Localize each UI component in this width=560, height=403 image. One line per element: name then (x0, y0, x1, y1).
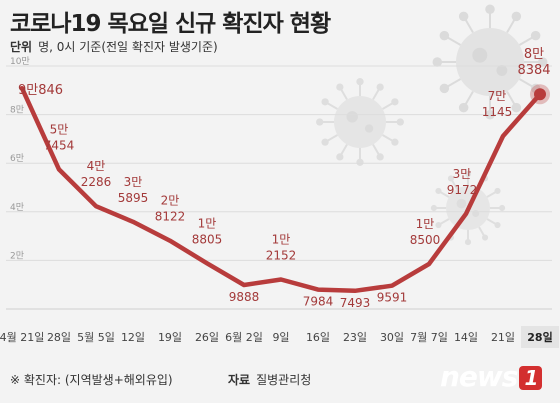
data-label-top: 7만 (488, 89, 507, 103)
y-tick-label: 10만 (10, 56, 30, 67)
data-label-bottom: 9591 (377, 291, 408, 305)
logo-text: news (440, 360, 518, 393)
data-label: 9만846 (18, 83, 63, 98)
data-label-bottom: 8122 (155, 210, 186, 224)
x-tick-label: 12일 (121, 330, 145, 344)
chart-title: 코로나19 목요일 신규 확진자 현황 (10, 11, 331, 37)
data-label-bottom: 8805 (192, 232, 223, 246)
source-label: 자료 (228, 373, 251, 387)
data-label-top: 4만 (87, 159, 106, 173)
source-text: 질병관리청 (256, 373, 312, 387)
data-label-bottom: 1145 (482, 105, 513, 119)
data-label-bottom: 8384 (517, 63, 550, 78)
unit-note: 단위 명, 0시 기준(전일 확진자 발생기준) (10, 38, 218, 55)
x-tick-label: 9일 (272, 330, 289, 344)
marker-dot (534, 88, 546, 101)
data-label-bottom: 2286 (81, 175, 112, 189)
y-tick-labels: 2만 4만 6만 8만 10만 (10, 56, 30, 261)
data-label-top: 3만 (124, 175, 143, 189)
data-labels: 9만846 5만 7454 4만 2286 3만 5895 2만 8122 1만 8805 9888 1… (18, 47, 551, 310)
y-tick-label: 8만 (10, 105, 24, 116)
virus-icon-large (432, 4, 548, 120)
data-label-bottom: 7454 (44, 138, 75, 152)
x-tick-labels: 4월 21일 28일 5월 5일 12일 19일 26일 6월 2일 9일 16일 23일 30일 7… (0, 326, 559, 348)
series-line (19, 85, 543, 294)
data-label-bottom: 7984 (303, 295, 334, 309)
x-tick-label: 21일 (491, 330, 515, 344)
data-label-top: 1만 (272, 232, 291, 246)
data-label-bottom: 5895 (118, 191, 149, 205)
x-tick-label: 19일 (158, 330, 182, 344)
news1-logo: news 1 (440, 360, 543, 393)
grid-lines (6, 65, 552, 310)
footer-source: 자료 질병관리청 (228, 371, 311, 388)
data-label-bottom: 9888 (229, 290, 260, 304)
x-tick-label: 28일 (47, 330, 71, 344)
unit-text: 명, 0시 기준(전일 확진자 발생기준) (38, 40, 218, 54)
data-label-bottom: 2152 (266, 248, 297, 262)
footer-note: ※ 확진자: (지역발생+해외유입) (10, 373, 173, 387)
data-label-top: 1만 (416, 217, 435, 231)
x-tick-label: 5월 5일 (77, 330, 115, 344)
data-label-top: 1만 (198, 216, 217, 230)
x-tick-label: 26일 (195, 330, 219, 344)
data-label-top: 2만 (161, 194, 180, 208)
unit-label: 단위 (10, 40, 33, 54)
data-label-top: 5만 (50, 122, 69, 136)
data-label-bottom: 9172 (447, 183, 478, 197)
virus-icon-medium (316, 78, 404, 166)
x-tick-label: 6월 2일 (225, 330, 263, 344)
data-label-bottom: 8500 (410, 233, 441, 247)
logo-badge: 1 (519, 366, 543, 390)
y-tick-label: 2만 (10, 250, 24, 261)
x-tick-label: 4월 21일 (0, 330, 44, 344)
x-tick-label: 14일 (454, 330, 478, 344)
data-label-top: 8만 (524, 47, 544, 62)
y-tick-label: 4만 (10, 202, 24, 213)
y-tick-label: 6만 (10, 153, 24, 164)
x-tick-label: 7월 7일 (410, 330, 448, 344)
data-label-top: 3만 (453, 167, 472, 181)
x-tick-label: 23일 (343, 330, 367, 344)
x-tick-label: 30일 (380, 330, 404, 344)
data-label-bottom: 7493 (340, 296, 371, 310)
x-tick-label: 16일 (306, 330, 330, 344)
last-point-marker (530, 84, 550, 105)
x-tick-label: 28일 (527, 330, 552, 344)
current-week-highlight (521, 326, 559, 348)
